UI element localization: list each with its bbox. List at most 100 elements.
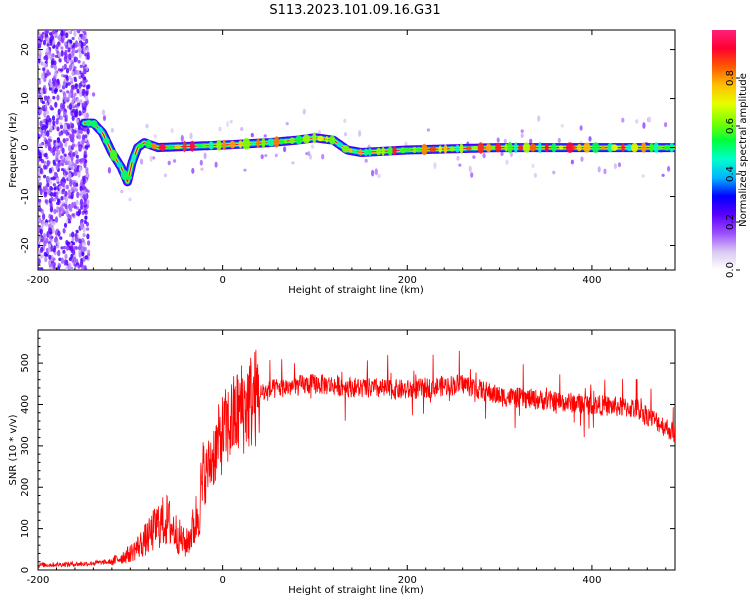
- spectrogram-peak: [376, 147, 382, 156]
- spectrogram-cell: [60, 257, 64, 264]
- spectrogram-cell: [56, 137, 61, 144]
- spectrogram-cell: [214, 161, 218, 168]
- spectrogram-cell: [86, 227, 90, 231]
- spectrogram-cell: [53, 162, 57, 166]
- spectrogram-cell: [52, 198, 57, 202]
- spectrogram-cell: [263, 134, 267, 138]
- spectrogram-peak: [116, 162, 123, 168]
- spectrogram-xtick-label: 200: [398, 275, 417, 286]
- spectrogram-peak: [341, 145, 350, 153]
- spectrogram-cell: [505, 159, 509, 165]
- snr-ytick-label: 200: [20, 478, 31, 497]
- spectrogram-cell: [264, 154, 268, 158]
- spectrogram-cell: [39, 167, 43, 175]
- spectrogram-cell: [597, 166, 601, 173]
- spectrogram-cell: [39, 120, 43, 127]
- spectrogram-cell: [52, 257, 56, 261]
- spectrogram-cell: [317, 129, 321, 135]
- spectrogram-cell: [49, 125, 53, 132]
- spectrogram-peak: [124, 175, 133, 181]
- spectrogram-cell: [56, 265, 61, 270]
- spectrogram-cell: [50, 191, 54, 197]
- snr-panel: -200 0 200 400 0 100 200 300 400 500 Height of st…: [8, 329, 676, 596]
- spectrogram-cell: [83, 31, 87, 36]
- spectrogram-cell: [86, 47, 90, 53]
- spectrogram-cell: [52, 262, 56, 267]
- spectrogram-cell: [149, 155, 153, 162]
- spectrogram-cell: [38, 198, 42, 203]
- spectrogram-cell: [302, 108, 306, 115]
- spectrogram-cell: [500, 151, 504, 156]
- spectrogram-peak: [664, 144, 670, 151]
- spectrogram-cell: [38, 134, 43, 138]
- spectrogram-cell: [87, 253, 91, 257]
- spectrogram-cell: [65, 265, 69, 270]
- spectrogram-cell: [83, 207, 87, 212]
- spectrogram-cell: [43, 153, 47, 158]
- spectrogram-cell: [65, 45, 69, 49]
- spectrogram-cell: [80, 190, 84, 197]
- spectrogram-cell: [44, 199, 48, 204]
- spectrogram-cell: [62, 249, 66, 254]
- spectrogram-cell: [78, 158, 82, 163]
- spectrogram-cell: [85, 112, 89, 119]
- spectrogram-peak: [174, 144, 181, 149]
- spectrogram-peak: [504, 143, 509, 152]
- spectrogram-panel: -200 0 200 400 20 10 0 -10 -20 Height of straigh…: [8, 29, 676, 296]
- spectrogram-cell: [82, 178, 86, 185]
- spectrogram-cell: [77, 264, 81, 269]
- spectrogram-cell: [47, 160, 51, 165]
- spectrogram-cell: [63, 111, 67, 117]
- snr-series: [38, 349, 675, 569]
- spectrogram-cell: [54, 33, 58, 37]
- spectrogram-peak: [559, 145, 564, 150]
- spectrogram-cell: [46, 43, 50, 47]
- spectrogram-cell: [53, 208, 57, 214]
- spectrogram-cell: [60, 30, 64, 37]
- spectrogram-cell: [39, 108, 43, 115]
- spectrogram-cell: [42, 119, 46, 124]
- spectrogram-peak: [551, 143, 557, 153]
- spectrogram-cell: [38, 48, 42, 53]
- spectrogram-cell: [358, 130, 362, 137]
- spectrogram-peak: [336, 142, 343, 148]
- spectrogram-cell: [203, 152, 207, 160]
- spectrogram-cell: [43, 193, 47, 198]
- spectrogram-peak: [443, 144, 448, 154]
- spectrogram-peak: [566, 142, 574, 154]
- spectrogram-cell: [603, 168, 607, 175]
- spectrogram-cell: [343, 132, 348, 137]
- spectrogram-peak: [429, 146, 437, 153]
- spectrogram-peak: [273, 136, 280, 148]
- spectrogram-cell: [66, 90, 70, 94]
- spectrogram-cell: [55, 152, 59, 159]
- spectrogram-cell: [84, 101, 88, 108]
- spectrogram-cell: [283, 146, 287, 153]
- spectrogram-cell: [75, 199, 79, 206]
- spectrogram-peak: [610, 144, 618, 152]
- spectrogram-cell: [46, 176, 51, 183]
- spectrogram-peak: [465, 146, 472, 151]
- spectrogram-cell: [250, 132, 254, 138]
- snr-frame: [37, 329, 676, 571]
- spectrogram-cell: [71, 213, 75, 217]
- spectrogram-cell: [49, 185, 53, 190]
- spectrogram-cell: [77, 42, 81, 47]
- spectrogram-heat: [38, 30, 675, 270]
- colorbar-tick-label: 0.2: [725, 214, 736, 230]
- spectrogram-cell: [80, 222, 84, 230]
- spectrogram-peak: [102, 137, 110, 144]
- spectrogram-cell: [78, 145, 82, 152]
- spectrogram-cell: [617, 162, 622, 168]
- spectrogram-cell: [285, 122, 289, 126]
- spectrogram-cell: [41, 72, 45, 80]
- spectrogram-peak: [641, 142, 647, 153]
- spectrogram-cell: [85, 188, 89, 193]
- spectrogram-cell: [42, 132, 46, 138]
- spectrogram-cell: [65, 160, 69, 165]
- spectrogram-cell: [68, 220, 72, 224]
- spectrogram-cell: [65, 245, 70, 251]
- spectrogram-cell: [69, 180, 73, 187]
- spectrogram-peak: [261, 137, 266, 149]
- spectrogram-cell: [70, 186, 74, 192]
